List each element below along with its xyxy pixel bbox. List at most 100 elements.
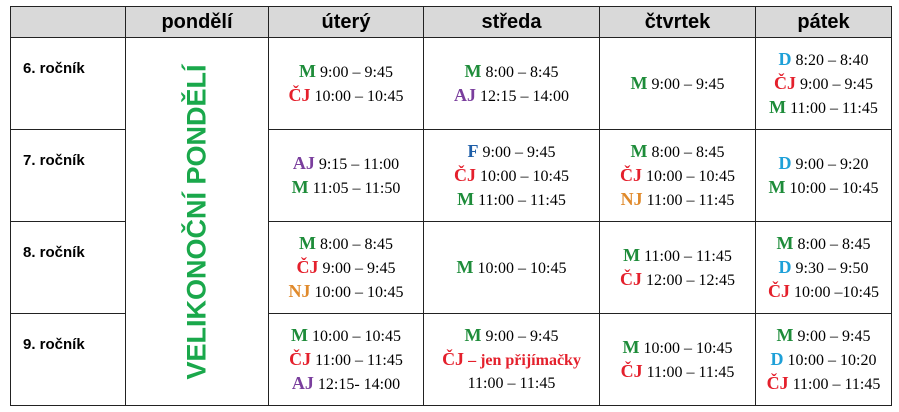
lesson-entry: M 8:00 – 8:45: [600, 140, 755, 164]
subject-code: ČJ: [288, 84, 311, 105]
subject-code: ČJ: [620, 360, 643, 381]
subject-code: M: [456, 256, 474, 277]
schedule-cell: M 10:00 – 10:45: [423, 221, 600, 314]
lesson-time: 9:00 – 9:45: [322, 259, 396, 277]
subject-code: M: [622, 336, 640, 357]
subject-code: M: [464, 325, 482, 345]
lesson-entry: M 9:00 – 9:45: [756, 324, 891, 348]
subject-code: AJ: [292, 152, 315, 173]
subject-code: M: [769, 96, 787, 117]
lesson-entry: NJ 11:00 – 11:45: [600, 188, 755, 212]
schedule-cell: D 9:00 – 9:20 M 10:00 – 10:45: [755, 129, 892, 222]
day-header: úterý: [268, 6, 424, 38]
schedule-cell: D 8:20 – 8:40 ČJ 9:00 – 9:45 M 11:00 – 11:45: [755, 37, 892, 130]
lesson-time: 12:00 – 12:45: [646, 271, 735, 289]
subject-code: ČJ: [296, 256, 319, 277]
lesson-entry: M 9:00 – 9:45: [600, 72, 755, 96]
grade-label: 7. ročník: [10, 129, 126, 222]
lesson-entry: ČJ 10:00 – 10:45: [269, 84, 423, 108]
lesson-time: 9:00 – 9:45: [800, 75, 873, 93]
corner-cell: [10, 6, 126, 38]
subject-code: M: [630, 72, 648, 93]
schedule-cell: M 8:00 – 8:45 ČJ 10:00 – 10:45 NJ 11:00 – 11:…: [599, 129, 756, 222]
subject-code: M: [299, 232, 317, 253]
subject-code: D: [778, 152, 792, 173]
subject-code: ČJ: [620, 268, 643, 289]
subject-code: AJ: [454, 84, 477, 105]
lesson-entry: M 10:00 – 10:45: [424, 256, 599, 280]
subject-code: D: [770, 348, 784, 369]
lesson-time: 12:15- 14:00: [317, 375, 401, 393]
lesson-time: 10:00 – 10:20: [787, 351, 877, 369]
lesson-time: 11:00 – 11:45: [646, 191, 735, 209]
lesson-time: 8:00 – 8:45: [797, 235, 871, 253]
lesson-entry: AJ 12:15- 14:00: [269, 372, 423, 396]
lesson-time: 11:05 – 11:50: [312, 179, 401, 197]
lesson-time: 10:00 – 10:45: [646, 167, 735, 185]
lesson-entry: ČJ 10:00 – 10:45: [600, 164, 755, 188]
lesson-time: 8:00 – 8:45: [651, 143, 725, 161]
schedule-cell: F 9:00 – 9:45 ČJ 10:00 – 10:45 M 11:00 – 11:4…: [423, 129, 600, 222]
lesson-time: 10:00 – 10:45: [789, 179, 879, 197]
day-header: čtvrtek: [599, 6, 756, 38]
schedule-cell: M 11:00 – 11:45 ČJ 12:00 – 12:45: [599, 221, 756, 314]
lesson-entry: M 11:00 – 11:45: [600, 244, 755, 268]
subject-code: ČJ: [768, 280, 791, 301]
lesson-entry: M 9:00 – 9:45: [269, 60, 423, 84]
subject-code: ČJ: [774, 72, 797, 93]
lesson-entry: ČJ 10:00 –10:45: [756, 280, 891, 304]
schedule-cell: M 10:00 – 10:45 ČJ 11:00 – 11:45: [599, 313, 756, 406]
lesson-time: 9:00 – 9:20: [795, 155, 869, 173]
lesson-entry: ČJ 11:00 – 11:45: [600, 360, 755, 384]
schedule-cell: M 9:00 – 9:45: [599, 37, 756, 130]
lesson-time: 10:00 – 10:45: [643, 339, 733, 357]
lesson-entry: ČJ 9:00 – 9:45: [269, 256, 423, 280]
lesson-entry: ČJ 11:00 – 11:45: [756, 372, 891, 396]
lesson-time: 11:00 – 11:45: [792, 375, 881, 393]
schedule-cell: AJ 9:15 – 11:00 M 11:05 – 11:50: [268, 129, 424, 222]
subject-code: M: [630, 140, 648, 161]
subject-code: M: [464, 60, 482, 81]
subject-code: ČJ: [454, 164, 477, 185]
grade-label: 9. ročník: [10, 313, 126, 406]
lesson-time: 8:00 – 8:45: [320, 235, 393, 253]
schedule-cell: M 8:00 – 8:45 AJ 12:15 – 14:00: [423, 37, 600, 130]
lesson-entry: M 11:00 – 11:45: [756, 96, 891, 120]
lesson-time: 9:00 – 9:45: [797, 327, 871, 345]
schedule-table: pondělí úterý středa čtvrtek pátek 6. ro…: [10, 6, 892, 406]
grade-row: 6. ročník VELIKONOČNÍ PONDĚLÍ M 9:00 – 9:45…: [10, 37, 892, 406]
lesson-note: – jen přijímačky: [468, 352, 581, 369]
lesson-time: 11:00 – 11:45: [467, 375, 556, 392]
subject-code: ČJ: [766, 372, 789, 393]
lesson-time: 11:00 – 11:45: [644, 247, 732, 265]
lesson-time: 9:00 – 9:45: [485, 328, 559, 345]
lesson-entry: M 8:00 – 8:45: [424, 60, 599, 84]
lesson-time: 8:20 – 8:40: [795, 51, 869, 69]
lesson-time: 11:00 – 11:45: [646, 363, 735, 381]
subject-code: F: [467, 140, 479, 161]
lesson-entry: ČJ 12:00 – 12:45: [600, 268, 755, 292]
lesson-entry: M 11:05 – 11:50: [269, 176, 423, 200]
lesson-entry: D 8:20 – 8:40: [756, 48, 891, 72]
lesson-time: 9:00 – 9:45: [482, 143, 556, 161]
day-header: pátek: [755, 6, 892, 38]
lesson-time: 11:00 – 11:45: [478, 191, 566, 209]
subject-code: M: [776, 324, 794, 345]
lesson-time: 9:30 – 9:50: [795, 259, 869, 277]
lesson-time: 11:00 – 11:45: [315, 351, 403, 369]
holiday-label: VELIKONOČNÍ PONDĚLÍ: [181, 63, 212, 380]
lesson-entry: 11:00 – 11:45: [424, 372, 599, 395]
subject-code: M: [457, 188, 475, 209]
subject-code: D: [778, 256, 792, 277]
lesson-time: 10:00 – 10:45: [477, 259, 567, 277]
subject-code: M: [299, 60, 317, 81]
day-header: pondělí: [125, 6, 269, 38]
lesson-entry: AJ 12:15 – 14:00: [424, 84, 599, 108]
schedule-cell: M 8:00 – 8:45 ČJ 9:00 – 9:45 NJ 10:00 – 10:45: [268, 221, 424, 314]
subject-code: D: [778, 48, 792, 69]
lesson-time: 12:15 – 14:00: [480, 87, 569, 105]
lesson-entry: M 10:00 – 10:45: [600, 336, 755, 360]
grade-row: 9. ročník M 10:00 – 10:45 ČJ 11:00 – 11:45 AJ…: [10, 313, 892, 406]
lesson-time: 10:00 – 10:45: [312, 327, 401, 345]
lesson-entry: ČJ 10:00 – 10:45: [424, 164, 599, 188]
